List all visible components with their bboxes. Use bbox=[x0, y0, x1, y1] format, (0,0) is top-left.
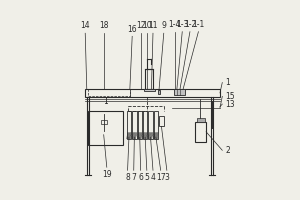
Bar bbox=[158, 90, 160, 94]
Text: 6: 6 bbox=[138, 173, 143, 182]
Text: 1-2: 1-2 bbox=[184, 20, 196, 29]
Text: 17: 17 bbox=[156, 173, 166, 182]
Bar bbox=[88, 89, 130, 96]
Text: 13: 13 bbox=[225, 100, 235, 109]
Text: 3: 3 bbox=[164, 173, 169, 182]
Bar bbox=[88, 111, 123, 145]
Text: 14: 14 bbox=[80, 21, 90, 30]
Bar bbox=[195, 122, 206, 142]
Text: 1: 1 bbox=[225, 78, 230, 87]
Text: 8: 8 bbox=[125, 173, 130, 182]
Text: 1-1: 1-1 bbox=[192, 20, 205, 29]
Bar bbox=[142, 135, 143, 136]
Bar bbox=[145, 69, 153, 89]
Text: 19: 19 bbox=[102, 170, 112, 179]
Bar bbox=[101, 120, 107, 124]
Bar bbox=[136, 135, 138, 136]
Bar bbox=[144, 89, 154, 91]
Bar bbox=[131, 135, 132, 136]
Text: 5: 5 bbox=[144, 173, 149, 182]
Bar bbox=[197, 118, 205, 122]
Text: 7: 7 bbox=[131, 173, 136, 182]
Text: 1-4: 1-4 bbox=[168, 20, 181, 29]
Text: 11: 11 bbox=[148, 21, 158, 30]
Bar bbox=[138, 111, 142, 139]
Text: 18: 18 bbox=[99, 21, 109, 30]
Bar bbox=[85, 89, 220, 97]
Text: 12: 12 bbox=[136, 21, 146, 30]
Bar bbox=[174, 89, 185, 95]
Bar bbox=[148, 111, 153, 139]
Text: 9: 9 bbox=[161, 21, 166, 30]
Bar bbox=[143, 111, 147, 139]
Text: 1-3: 1-3 bbox=[176, 20, 188, 29]
Bar bbox=[153, 135, 154, 136]
Bar bbox=[159, 116, 164, 126]
Bar bbox=[132, 111, 137, 139]
Text: 4: 4 bbox=[151, 173, 155, 182]
Bar bbox=[127, 111, 131, 139]
Bar bbox=[147, 135, 148, 136]
Text: 10: 10 bbox=[142, 21, 152, 30]
Text: 15: 15 bbox=[225, 92, 235, 101]
Bar bbox=[154, 111, 158, 139]
Text: 16: 16 bbox=[128, 25, 137, 34]
Text: 2: 2 bbox=[225, 146, 230, 155]
